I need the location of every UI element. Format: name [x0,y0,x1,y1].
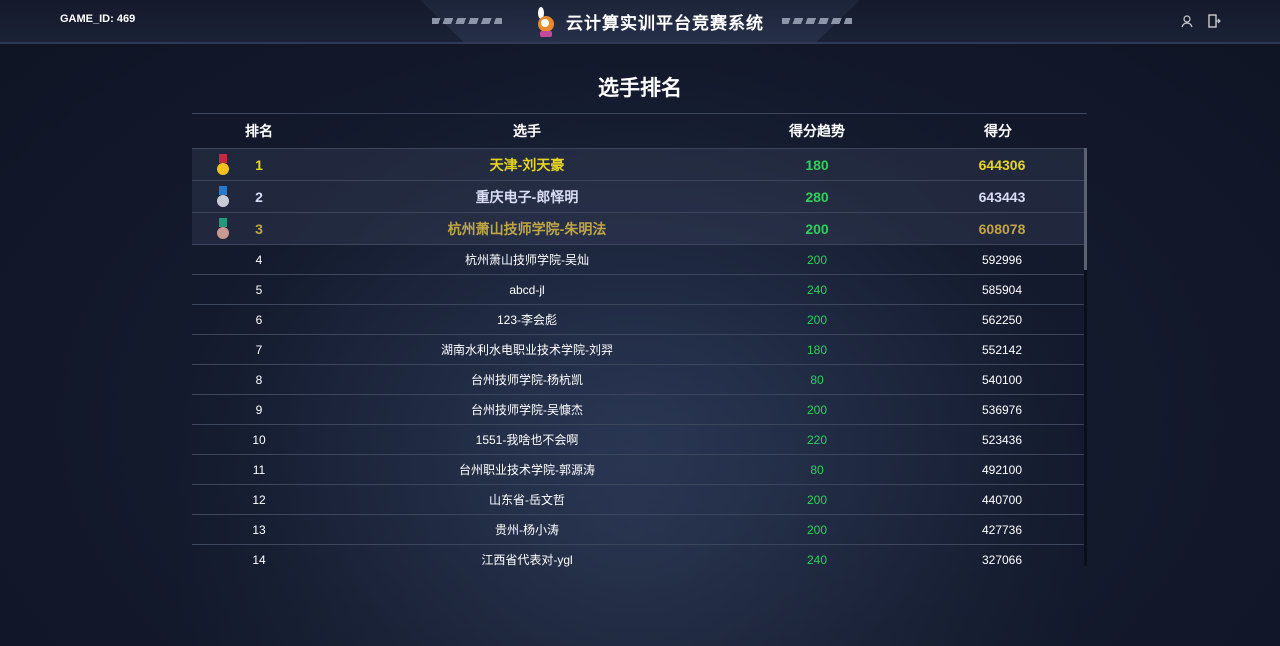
decor-stripes-left [432,18,502,24]
rank: 8 [255,372,263,387]
score-trend: 180 [805,156,829,173]
column-header-rank: 排名 [245,123,273,139]
rank: 11 [252,462,266,477]
score: 562250 [981,312,1023,327]
player-name: 123-李会彪 [496,313,558,327]
rank: 12 [252,492,266,507]
score-trend: 240 [806,282,828,297]
medal-icon [217,154,229,175]
player-name: 杭州萧山技师学院-吴灿 [465,253,589,267]
table-row: 8 台州技师学院-杨杭凯 80 540100 [192,364,1087,394]
table-header: 排名 选手 得分趋势 得分 [192,113,1087,148]
table-body: 1 天津-刘天豪 180 644306 2 重庆电子-郎怿明 280 643443 3 杭州萧山技… [192,148,1087,574]
rank: 1 [255,156,263,173]
page-title: 选手排名 [598,77,682,100]
score: 327066 [981,552,1023,567]
rank: 9 [255,402,263,417]
score-trend: 200 [806,492,828,507]
rank: 13 [252,522,266,537]
score-trend: 220 [806,432,828,447]
player-name: 台州技师学院-吴慷杰 [471,403,583,417]
column-header-player: 选手 [513,123,541,139]
top-header: GAME_ID: 469 云计算实训平台竞赛系统 [0,0,1280,44]
player-name: 1551-我啥也不会啊 [475,433,579,447]
user-icon[interactable] [1181,14,1195,28]
score-trend: 180 [806,342,828,357]
table-row: 6 123-李会彪 200 562250 [192,304,1087,334]
score: 492100 [981,462,1023,477]
score: 536976 [981,402,1023,417]
score: 608078 [978,220,1026,237]
game-id: GAME_ID: 469 [60,13,135,25]
player-name: 台州技师学院-杨杭凯 [471,373,583,387]
score: 585904 [981,282,1023,297]
score: 440700 [981,492,1023,507]
player-name: 天津-刘天豪 [489,156,565,173]
score-trend: 200 [806,252,828,267]
rank: 2 [255,188,263,205]
score-trend: 200 [806,402,828,417]
table-row: 10 1551-我啥也不会啊 220 523436 [192,424,1087,454]
table-row: 5 abcd-jl 240 585904 [192,274,1087,304]
table-row: 1 天津-刘天豪 180 644306 [192,148,1087,180]
score-trend: 80 [810,462,824,477]
table-row: 3 杭州萧山技师学院-朱明法 200 608078 [192,212,1087,244]
score-trend: 200 [806,312,828,327]
column-header-trend: 得分趋势 [789,123,845,139]
table-row: 4 杭州萧山技师学院-吴灿 200 592996 [192,244,1087,274]
score: 552142 [981,342,1023,357]
player-name: 湖南水利水电职业技术学院-刘羿 [441,343,613,357]
game-id-label: GAME_ID: [60,13,114,25]
score-trend: 200 [806,522,828,537]
logo-icon [538,7,554,37]
table-row: 11 台州职业技术学院-郭源涛 80 492100 [192,454,1087,484]
table-row: 14 江西省代表对-ygl 240 327066 [192,544,1087,574]
player-name: 江西省代表对-ygl [481,553,573,567]
score: 540100 [981,372,1023,387]
score: 523436 [981,432,1023,447]
table-row: 9 台州技师学院-吴慷杰 200 536976 [192,394,1087,424]
score: 643443 [978,188,1026,205]
game-id-value: 469 [116,13,136,25]
player-name: 杭州萧山技师学院-朱明法 [447,220,607,237]
score: 427736 [981,522,1023,537]
player-name: abcd-jl [509,282,545,297]
score-trend: 80 [810,372,824,387]
rank: 7 [255,342,263,357]
logout-icon[interactable] [1207,14,1221,28]
table-row: 12 山东省-岳文哲 200 440700 [192,484,1087,514]
rank: 5 [255,282,263,297]
score-trend: 200 [805,220,829,237]
rank: 4 [255,252,263,267]
table-row: 7 湖南水利水电职业技术学院-刘羿 180 552142 [192,334,1087,364]
score-trend: 240 [806,552,828,567]
table-row: 2 重庆电子-郎怿明 280 643443 [192,180,1087,212]
column-header-score: 得分 [984,123,1012,139]
score: 592996 [981,252,1023,267]
ranking-table: 排名 选手 得分趋势 得分 1 天津-刘天豪 180 644306 2 重庆电子-郎怿明 2… [192,113,1087,574]
score-trend: 280 [805,188,829,205]
scrollbar-thumb[interactable] [1084,148,1087,270]
decor-stripes-right [782,18,852,24]
rank: 14 [252,552,266,567]
score: 644306 [978,156,1026,173]
rank: 10 [252,432,266,447]
app-title: 云计算实训平台竞赛系统 [566,14,764,33]
table-row: 13 贵州-杨小涛 200 427736 [192,514,1087,544]
player-name: 山东省-岳文哲 [489,493,565,507]
medal-icon [217,218,229,239]
player-name: 贵州-杨小涛 [495,523,559,537]
medal-icon [217,186,229,207]
scrollbar[interactable] [1084,148,1087,566]
player-name: 台州职业技术学院-郭源涛 [459,463,595,477]
player-name: 重庆电子-郎怿明 [475,188,579,205]
rank: 6 [255,312,263,327]
rank: 3 [255,220,263,237]
